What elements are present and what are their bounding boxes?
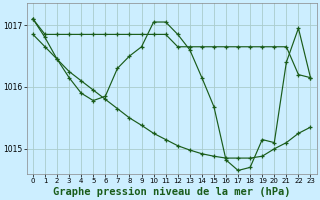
X-axis label: Graphe pression niveau de la mer (hPa): Graphe pression niveau de la mer (hPa) [53,186,291,197]
